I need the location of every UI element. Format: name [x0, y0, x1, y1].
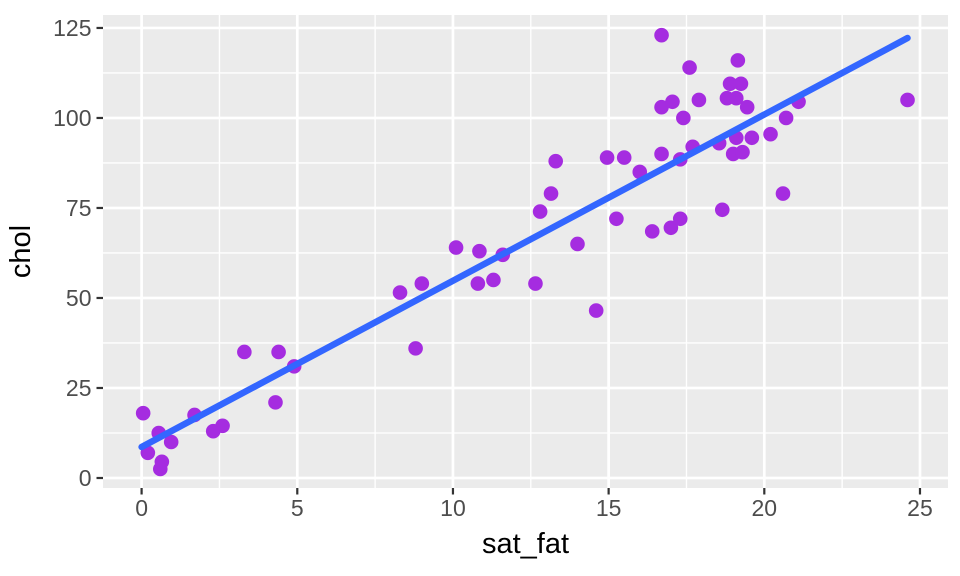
data-point — [543, 186, 559, 201]
data-point — [486, 272, 501, 288]
data-point — [470, 276, 486, 291]
data-point — [163, 434, 179, 450]
x-axis-tick-marks — [140, 488, 922, 495]
y-tick-label: 125 — [53, 15, 91, 41]
data-point — [730, 53, 746, 68]
y-tick-label: 100 — [53, 105, 91, 131]
data-point — [414, 276, 430, 291]
x-tick-label: 0 — [135, 495, 148, 521]
data-point — [728, 90, 744, 106]
data-point — [900, 92, 915, 108]
data-point — [528, 276, 543, 291]
x-axis-title: sat_fat — [482, 528, 569, 560]
y-axis-tick-labels: 0 25 50 75 100 125 — [53, 15, 91, 491]
data-point — [599, 150, 615, 165]
data-point — [676, 110, 691, 126]
regression-line — [138, 34, 911, 451]
data-point — [775, 186, 791, 201]
data-point — [271, 344, 286, 360]
data-point — [532, 204, 548, 219]
data-point — [654, 99, 669, 115]
data-point — [152, 461, 168, 477]
data-point — [135, 405, 151, 421]
data-point — [616, 150, 632, 165]
data-point — [654, 146, 669, 162]
minor-gridlines — [103, 15, 948, 488]
data-point — [672, 211, 688, 227]
data-point — [714, 202, 730, 218]
data-point — [739, 99, 755, 115]
data-point — [448, 240, 464, 255]
data-point — [644, 224, 660, 239]
x-axis-tick-labels: 0 5 10 15 20 25 — [135, 495, 933, 521]
x-tick-label: 20 — [752, 495, 778, 521]
data-points-layer — [135, 27, 915, 477]
data-point — [665, 94, 680, 110]
data-point — [237, 344, 252, 360]
y-tick-label: 25 — [66, 375, 92, 401]
data-point — [682, 60, 697, 75]
y-axis-title: chol — [5, 225, 37, 278]
data-point — [763, 126, 778, 142]
y-tick-label: 75 — [66, 195, 92, 221]
x-tick-label: 10 — [440, 495, 466, 521]
data-point — [735, 144, 750, 160]
data-point — [570, 236, 585, 252]
data-point — [663, 220, 679, 236]
data-point — [733, 76, 749, 92]
data-point — [408, 341, 423, 356]
data-point — [215, 418, 230, 434]
x-tick-label: 25 — [907, 495, 933, 521]
data-point — [609, 211, 624, 227]
data-point — [392, 285, 408, 300]
data-point — [588, 303, 604, 318]
data-point — [472, 243, 487, 259]
y-tick-label: 0 — [79, 465, 92, 491]
data-point — [778, 110, 794, 126]
data-point — [691, 92, 707, 108]
data-point — [744, 130, 760, 146]
data-point — [654, 27, 669, 43]
data-point — [268, 395, 283, 410]
x-tick-label: 5 — [291, 495, 304, 521]
y-axis-tick-marks — [96, 26, 103, 480]
x-tick-label: 15 — [596, 495, 622, 521]
y-tick-label: 50 — [66, 285, 92, 311]
data-point — [548, 153, 564, 169]
data-point — [722, 76, 738, 92]
